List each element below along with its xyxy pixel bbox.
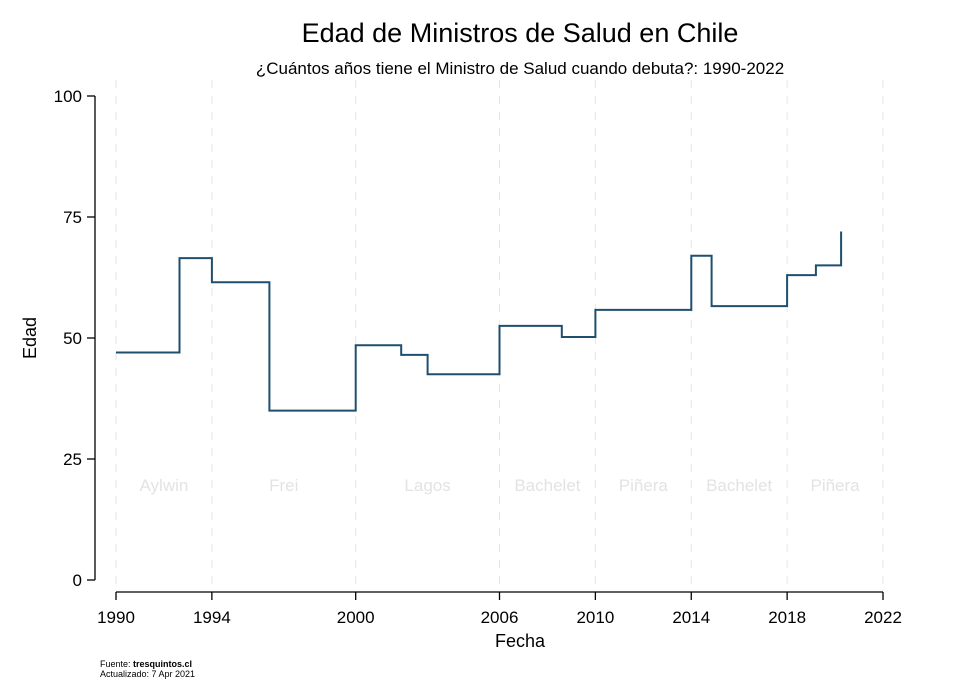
period-label-4: Piñera bbox=[619, 476, 669, 495]
footer-updated: Actualizado: 7 Apr 2021 bbox=[100, 669, 195, 679]
period-label-6: Piñera bbox=[810, 476, 860, 495]
period-label-2: Lagos bbox=[404, 476, 450, 495]
y-tick-label-1: 25 bbox=[63, 450, 82, 469]
grid bbox=[115, 80, 884, 590]
chart-subtitle: ¿Cuántos años tiene el Ministro de Salud… bbox=[256, 59, 784, 78]
x-tick-label-1: 1994 bbox=[193, 608, 231, 627]
period-label-3: Bachelet bbox=[514, 476, 580, 495]
y-tick-label-4: 100 bbox=[54, 87, 82, 106]
x-tick-label-2: 2000 bbox=[337, 608, 375, 627]
period-labels: Aylwin Frei Lagos Bachelet Piñera Bachelet Piñ… bbox=[140, 476, 861, 495]
x-tick-label-4: 2010 bbox=[576, 608, 614, 627]
y-ticks: 0 25 50 75 100 bbox=[54, 87, 95, 590]
series-line-age bbox=[116, 231, 843, 412]
period-label-1: Frei bbox=[269, 476, 298, 495]
y-tick-label-3: 75 bbox=[63, 208, 82, 227]
period-label-5: Bachelet bbox=[706, 476, 772, 495]
x-ticks: 1990 1994 2000 2006 2010 2014 2018 2022 bbox=[97, 592, 902, 627]
y-tick-label-2: 50 bbox=[63, 329, 82, 348]
x-tick-label-3: 2006 bbox=[481, 608, 519, 627]
x-tick-label-7: 2022 bbox=[864, 608, 902, 627]
x-tick-label-5: 2014 bbox=[672, 608, 710, 627]
x-tick-label-0: 1990 bbox=[97, 608, 135, 627]
chart-title: Edad de Ministros de Salud en Chile bbox=[302, 18, 739, 48]
footer-source-label: Fuente: bbox=[100, 659, 133, 669]
footer-source-name: tresquintos.cl bbox=[133, 659, 192, 669]
footer-source: Fuente: tresquintos.cl bbox=[100, 659, 192, 669]
y-tick-label-0: 0 bbox=[73, 571, 82, 590]
y-axis-title: Edad bbox=[20, 317, 40, 359]
x-axis-title: Fecha bbox=[495, 631, 546, 651]
x-tick-label-6: 2018 bbox=[768, 608, 806, 627]
period-label-0: Aylwin bbox=[140, 476, 189, 495]
